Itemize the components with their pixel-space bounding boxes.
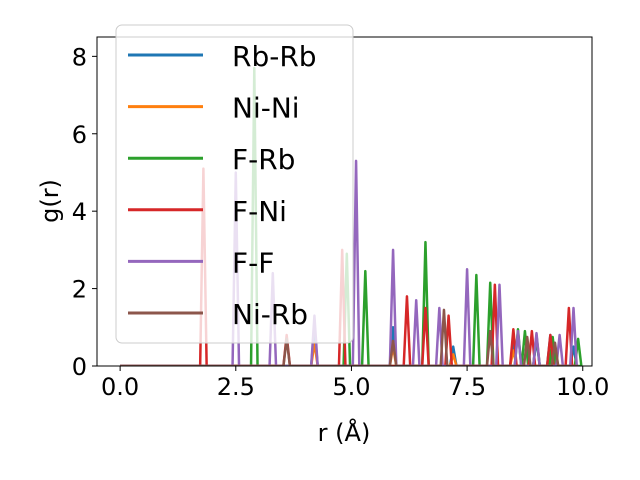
legend-label: F-F	[232, 246, 274, 279]
x-tick-label: 7.5	[448, 373, 486, 401]
y-tick-label: 4	[72, 198, 87, 226]
legend-label: F-Ni	[232, 195, 287, 228]
y-axis-label: g(r)	[36, 179, 64, 223]
legend-box	[115, 24, 354, 344]
legend-label: Ni-Rb	[232, 298, 308, 331]
y-axis-ticks: 0 2 4 6 8	[72, 43, 97, 381]
y-tick-label: 8	[72, 43, 87, 71]
series-layer	[120, 66, 583, 366]
y-tick-label: 0	[72, 353, 87, 381]
x-tick-label: 5.0	[332, 373, 370, 401]
x-axis-ticks: 0.0 2.5 5.0 7.5 10.0	[101, 366, 609, 401]
x-tick-label: 0.0	[101, 373, 139, 401]
y-tick-label: 6	[72, 121, 87, 149]
x-axis-label: r (Å)	[318, 418, 371, 447]
x-tick-label: 10.0	[556, 373, 609, 401]
y-tick-label: 2	[72, 276, 87, 304]
legend-label: Rb-Rb	[232, 40, 317, 73]
legend: Rb-Rb Ni-Ni F-Rb F-Ni F-F Ni-Rb	[115, 24, 354, 344]
x-tick-label: 2.5	[217, 373, 255, 401]
legend-label: Ni-Ni	[232, 92, 300, 125]
series-line-f-f	[120, 159, 579, 366]
legend-label: F-Rb	[232, 143, 295, 176]
